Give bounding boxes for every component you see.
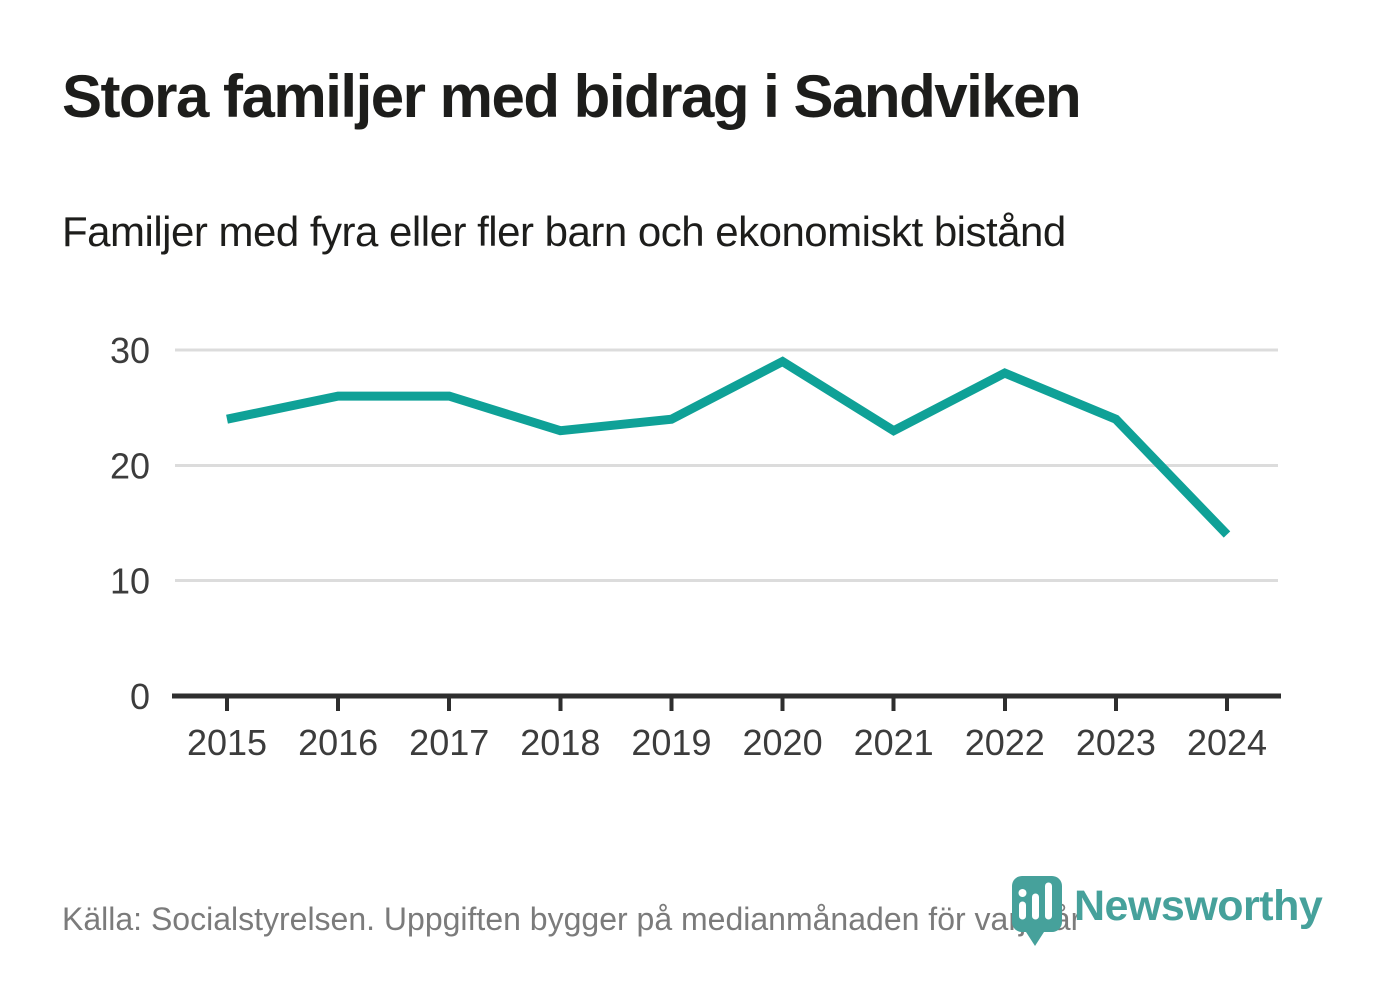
- x-tick-label: 2019: [631, 722, 711, 763]
- x-tick-label: 2021: [854, 722, 934, 763]
- y-axis-labels: 0 10 20 30: [110, 330, 150, 717]
- y-tick-label: 0: [130, 676, 150, 717]
- x-tick-label: 2015: [187, 722, 267, 763]
- newsworthy-logo-icon: [1012, 876, 1062, 946]
- y-tick-label: 10: [110, 561, 150, 602]
- x-tick-label: 2023: [1076, 722, 1156, 763]
- data-line-series: [226, 356, 1231, 538]
- logo-dot-icon: [1018, 889, 1027, 897]
- x-axis-labels: 2015 2016 2017 2018 2019 2020 2021 2022 2023 2024: [187, 722, 1267, 763]
- newsworthy-logo-text: Newsworthy: [1074, 882, 1323, 930]
- x-tick-label: 2022: [965, 722, 1045, 763]
- logo-bars-icon: [1019, 882, 1052, 920]
- chart-subtitle: Familjer med fyra eller fler barn och ek…: [62, 208, 1066, 255]
- x-tick-label: 2020: [743, 722, 823, 763]
- gridlines: [175, 348, 1278, 583]
- x-tick-label: 2016: [298, 722, 378, 763]
- y-tick-label: 30: [110, 330, 150, 371]
- y-tick-label: 20: [110, 445, 150, 486]
- newsworthy-logo: Newsworthy: [1008, 874, 1328, 954]
- x-tick-label: 2024: [1187, 722, 1267, 763]
- source-note: Källa: Socialstyrelsen. Uppgiften bygger…: [62, 901, 1082, 937]
- x-tick-label: 2018: [520, 722, 600, 763]
- x-tick-label: 2017: [409, 722, 489, 763]
- chart-title: Stora familjer med bidrag i Sandviken: [62, 63, 1082, 130]
- x-axis: [172, 693, 1281, 711]
